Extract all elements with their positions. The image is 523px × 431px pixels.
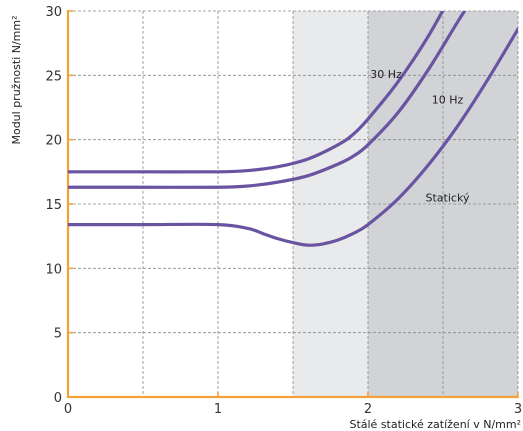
y-tick-label: 15 [45,198,62,213]
x-tick-label: 0 [64,402,72,417]
series-annotation: Statický [426,191,470,204]
x-tick-label: 2 [364,402,372,417]
y-axis-title: Modul pružnosti N/mm² [10,15,23,144]
x-axis-title: Stálé statické zatížení v N/mm² [349,418,521,431]
y-tick-label: 25 [45,69,62,84]
x-tick-label: 1 [214,402,222,417]
y-tick-label: 0 [54,391,62,406]
x-tick-label: 3 [514,402,522,417]
series-annotation: 30 Hz [370,68,402,81]
series-annotation: 10 Hz [432,94,464,107]
y-tick-label: 5 [54,327,62,342]
y-tick-label: 20 [45,134,62,149]
y-tick-label: 30 [45,5,62,20]
y-tick-label: 10 [45,262,62,277]
